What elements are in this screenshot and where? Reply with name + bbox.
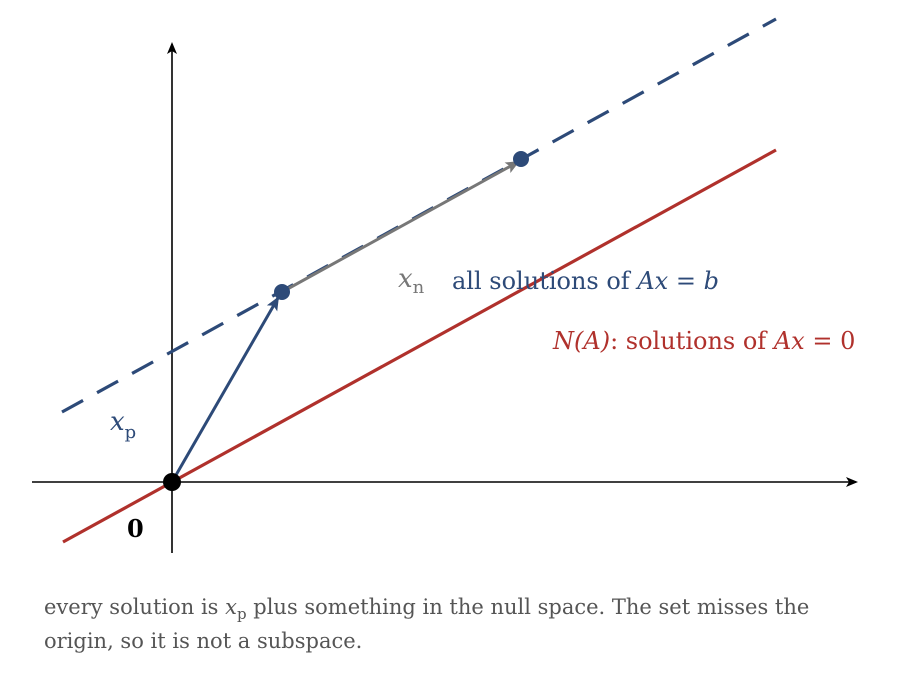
- origin-point: [163, 473, 181, 491]
- null-space-line: [62, 148, 777, 544]
- caption: every solution is xp plus something in t…: [44, 590, 864, 658]
- label-all-solutions: all solutions of Ax = b: [452, 267, 719, 295]
- particular-solution-point: [274, 284, 290, 300]
- label-origin: 0: [127, 514, 144, 543]
- caption-var: x: [225, 595, 237, 619]
- label-xn: xn: [398, 264, 425, 298]
- caption-part1: every solution is: [44, 595, 226, 619]
- label-null-space: N(A): solutions of Ax = 0: [552, 327, 855, 355]
- caption-sub: p: [236, 605, 247, 623]
- diagram: xp xn all solutions of Ax = b N(A): solu…: [32, 17, 858, 553]
- xp-arrow: [170, 296, 280, 483]
- other-solution-point: [513, 151, 529, 167]
- label-xp: xp: [110, 407, 136, 443]
- caption-part2: plus something in the null space. The se…: [44, 595, 810, 653]
- xn-arrow: [281, 160, 520, 294]
